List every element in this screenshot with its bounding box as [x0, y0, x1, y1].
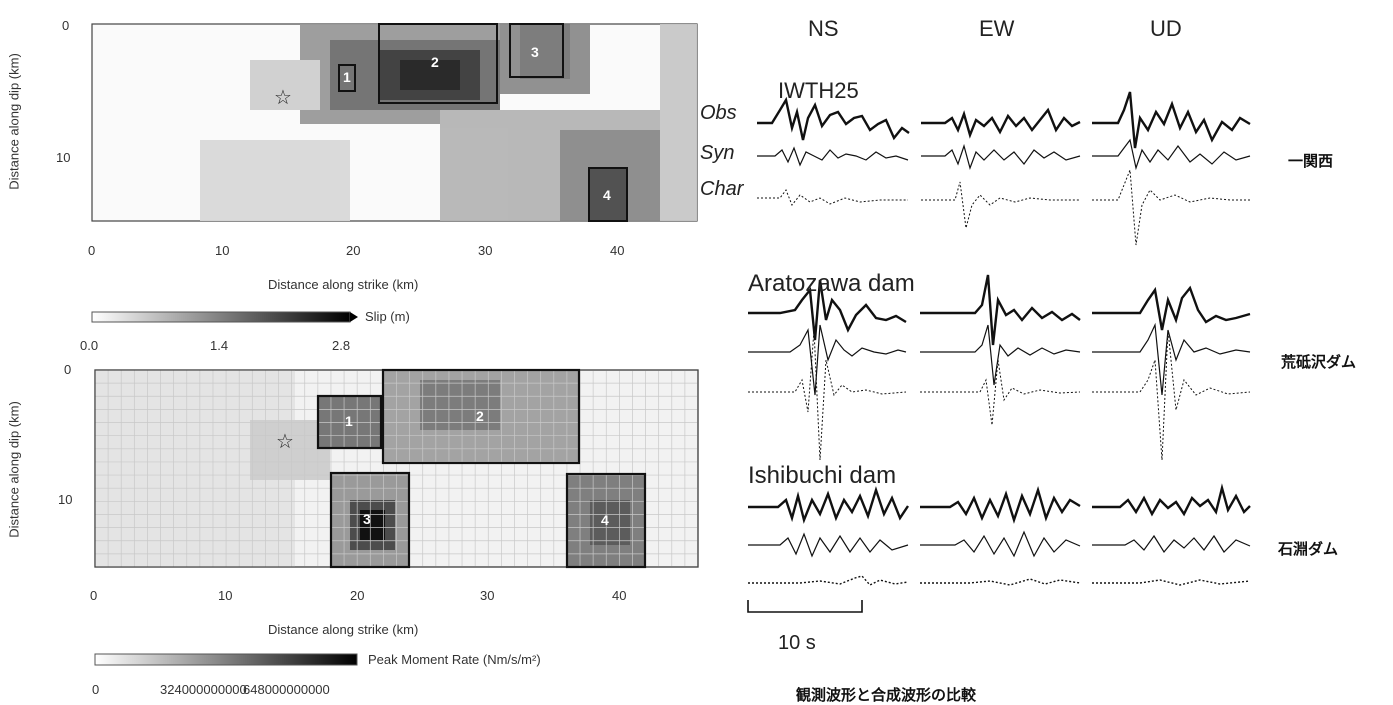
arato-ud-syn	[1092, 322, 1251, 396]
station-ishibuchi: Ishibuchi dam	[748, 462, 897, 489]
station-aratozawa: Aratozawa dam	[748, 270, 915, 297]
ishi-ew-char	[920, 578, 1081, 586]
waveform-panel	[747, 91, 1251, 613]
iwth25-ns-syn	[757, 146, 909, 167]
component-ud: UD	[1150, 16, 1182, 41]
trace-label-char: Char	[700, 178, 744, 200]
ishi-ud-obs	[1092, 483, 1251, 517]
top-xtick-40: 40	[610, 243, 625, 258]
iwth25-ns-obs	[757, 96, 910, 141]
time-scale-label: 10 s	[778, 632, 816, 654]
hypocenter-star-icon: ☆	[274, 87, 292, 109]
component-ew: EW	[979, 16, 1015, 41]
iwth25-ew-char	[921, 181, 1080, 229]
moment-tick-2: 648000000000	[243, 682, 330, 697]
station-jp-ishibuchi: 石淵ダム	[1278, 541, 1339, 558]
asperity-3-box	[509, 23, 564, 78]
trace-label-syn: Syn	[700, 142, 735, 164]
arato-ns-obs	[748, 279, 907, 341]
top-xtick-10: 10	[215, 243, 230, 258]
ishi-ud-syn	[1092, 534, 1251, 554]
slip-colorbar	[91, 311, 351, 323]
slip-map: ☆	[91, 23, 698, 323]
moment-grid	[95, 370, 698, 567]
slip-tick-1: 1.4	[210, 338, 229, 353]
asperity-4-label: 4	[603, 187, 611, 203]
bottom-xtick-0: 0	[90, 588, 98, 603]
ishi-ns-char	[748, 575, 909, 586]
iwth25-ew-syn	[921, 143, 1081, 170]
ishi-ew-syn	[920, 530, 1081, 558]
bottom-ytick-0: 0	[64, 362, 72, 377]
ishi-ud-char	[1092, 579, 1251, 586]
iwth25-ud-syn	[1092, 138, 1251, 171]
asperity-1-box	[338, 64, 356, 92]
arato-ud-char	[1092, 329, 1251, 461]
ishi-ew-obs	[920, 485, 1081, 524]
asperity-4-box	[588, 167, 628, 222]
iwth25-ud-obs	[1092, 91, 1251, 149]
slip-shading	[200, 24, 697, 221]
iwth25-ew-obs	[921, 107, 1081, 139]
top-xtick-30: 30	[478, 243, 493, 258]
top-xtick-20: 20	[346, 243, 361, 258]
moment-tick-0: 0	[92, 682, 100, 697]
trace-label-obs: Obs	[700, 102, 737, 124]
asperity-b4-label: 4	[601, 512, 609, 528]
slip-tick-2: 2.8	[332, 338, 351, 353]
arato-ew-obs	[920, 274, 1081, 346]
iwth25-ud-char	[1092, 169, 1250, 246]
asperity-1-label: 1	[343, 69, 351, 85]
asperity-b2-box	[381, 368, 581, 465]
asperity-b2-label: 2	[476, 408, 484, 424]
bottom-xtick-40: 40	[612, 588, 627, 603]
top-ytick-10: 10	[56, 150, 71, 165]
bottom-map-xlabel: Distance along strike (km)	[268, 622, 419, 637]
station-iwth25: IWTH25	[778, 78, 859, 103]
top-map-ylabel: Distance along dip (km)	[6, 53, 22, 190]
moment-rate-map: ☆	[94, 368, 699, 666]
component-ns: NS	[808, 16, 839, 41]
arato-ns-char	[748, 329, 907, 461]
bottom-map-ylabel: Distance along dip (km)	[6, 401, 22, 538]
bottom-xtick-10: 10	[218, 588, 233, 603]
top-xtick-0: 0	[88, 243, 96, 258]
top-map-xlabel: Distance along strike (km)	[268, 277, 419, 292]
asperity-2-box	[378, 23, 498, 104]
top-ytick-0: 0	[62, 18, 70, 33]
slip-tick-0: 0.0	[80, 338, 99, 353]
slip-colorbar-label: Slip (m)	[365, 309, 410, 324]
asperity-b1-label: 1	[345, 413, 353, 429]
hypocenter-star-icon-2: ☆	[276, 431, 294, 453]
bottom-xtick-30: 30	[480, 588, 495, 603]
asperity-b4-box	[565, 472, 647, 569]
moment-colorbar-label: Peak Moment Rate (Nm/s/m²)	[368, 652, 541, 667]
asperity-b3-box	[329, 471, 411, 569]
asperity-b3-label: 3	[363, 511, 371, 527]
moment-colorbar	[94, 653, 358, 666]
bottom-ytick-10: 10	[58, 492, 73, 507]
ishi-ns-obs	[748, 486, 909, 524]
ishi-ns-syn	[748, 532, 909, 558]
asperity-b1-box	[316, 394, 383, 450]
arato-ud-obs	[1092, 285, 1251, 331]
figure-caption: 観測波形と合成波形の比較	[796, 687, 977, 704]
asperity-2-label: 2	[431, 54, 439, 70]
iwth25-ns-char	[757, 188, 908, 206]
time-scale-bar	[747, 600, 863, 613]
moment-tick-1: 324000000000	[160, 682, 247, 697]
bottom-xtick-20: 20	[350, 588, 365, 603]
station-jp-ichinoseki: 一関西	[1288, 153, 1334, 170]
asperity-3-label: 3	[531, 44, 539, 60]
arato-ns-syn	[748, 324, 907, 396]
arato-ew-char	[920, 359, 1081, 426]
arato-ew-syn	[920, 324, 1081, 386]
station-jp-aratozawa: 荒砥沢ダム	[1281, 354, 1357, 371]
